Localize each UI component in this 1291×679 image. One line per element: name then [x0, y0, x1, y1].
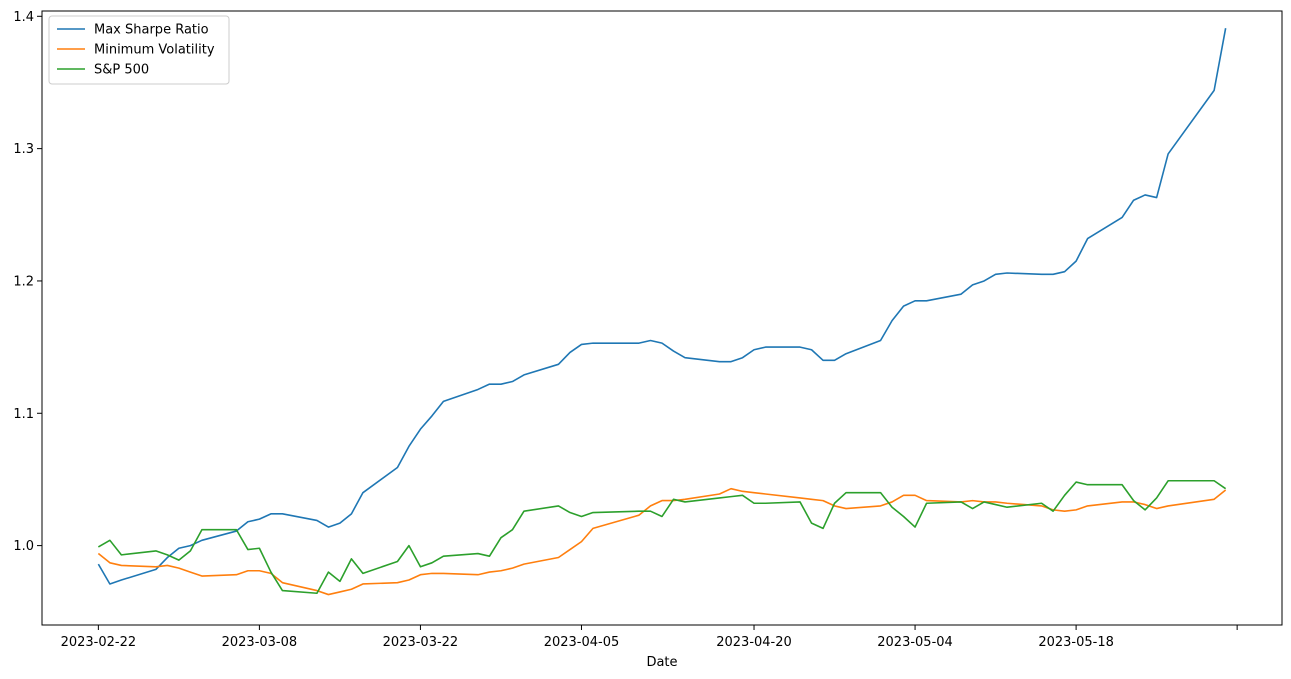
y-tick-label: 1.4 [13, 10, 34, 25]
x-tick-label: 2023-05-04 [877, 635, 953, 650]
legend-entry: Minimum Volatility [94, 43, 215, 58]
series-line-max-sharpe-ratio [97, 28, 1227, 585]
legend-box [48, 15, 230, 85]
x-tick-label: 2023-03-22 [383, 635, 459, 650]
x-tick-label: 2023-03-08 [222, 635, 298, 650]
x-axis: 2023-02-22 2023-03-08 2023-03-22 2023-04-05… [61, 625, 1238, 650]
x-tick-label: 2023-02-22 [61, 635, 137, 650]
series-layer [97, 28, 1227, 596]
x-axis-title: Date [646, 655, 677, 670]
x-tick-label: 2023-04-20 [716, 635, 792, 650]
y-tick-label: 1.0 [13, 539, 34, 554]
series-line-minimum-volatility [97, 487, 1227, 596]
x-tick-label: 2023-05-18 [1038, 635, 1114, 650]
y-tick-label: 1.1 [13, 407, 34, 422]
legend-entry: S&P 500 [94, 63, 149, 78]
legend: Max Sharpe Ratio Minimum Volatility S&P 50… [48, 15, 230, 85]
plot-frame [41, 10, 1283, 626]
y-tick-label: 1.3 [13, 142, 34, 157]
x-tick-label: 2023-04-05 [544, 635, 620, 650]
y-tick-label: 1.2 [13, 274, 34, 289]
legend-entry: Max Sharpe Ratio [94, 23, 209, 38]
series-line-s-p-500 [97, 479, 1227, 595]
y-axis: 1.0 1.1 1.2 1.3 1.4 [13, 10, 42, 554]
